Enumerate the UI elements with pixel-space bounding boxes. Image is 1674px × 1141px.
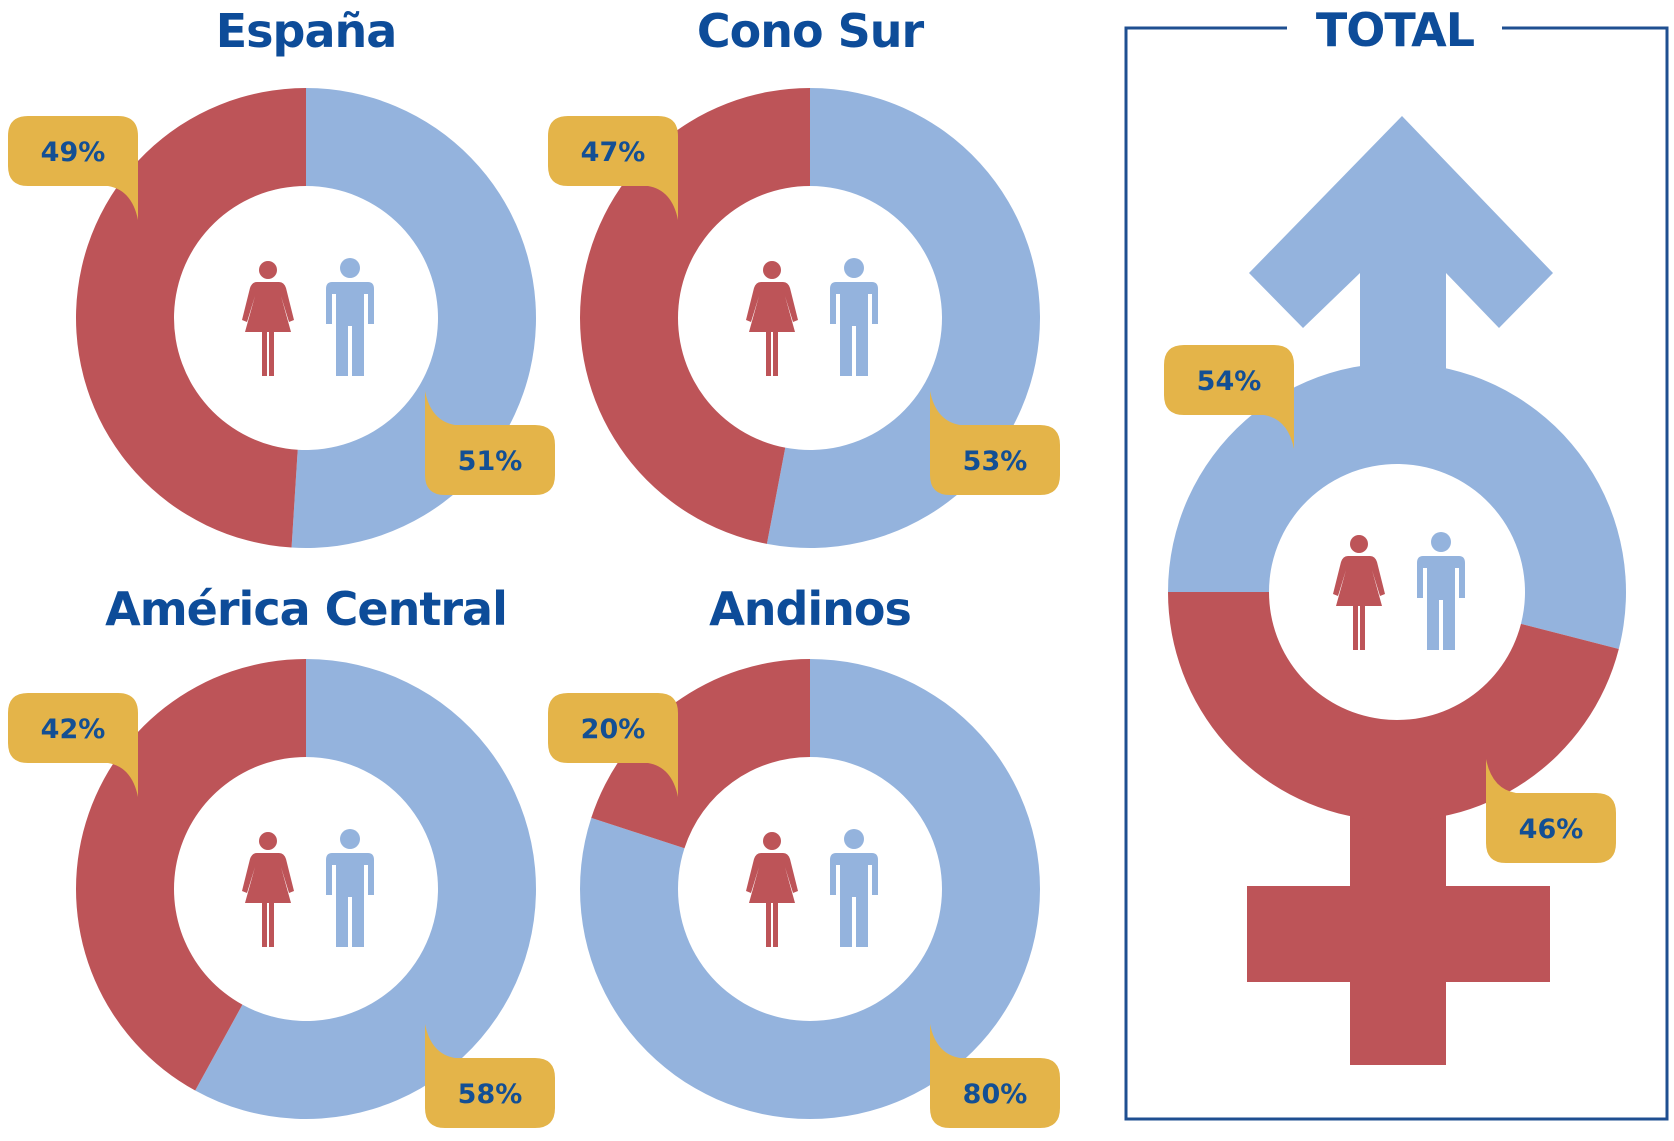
man-icon: [326, 258, 374, 376]
badge-shape: [8, 693, 138, 797]
data-label: 80%: [963, 1079, 1028, 1110]
chart-title: América Central: [105, 582, 507, 636]
female-symbol-icon: [1247, 795, 1550, 1065]
badge-shape: [1486, 759, 1616, 863]
data-label: 47%: [581, 137, 646, 168]
donut-chart: [76, 659, 536, 1119]
data-label: 20%: [581, 714, 646, 745]
male-slice: [195, 659, 536, 1119]
total-frame: [1124, 26, 1669, 1121]
female-slice: [579, 88, 810, 544]
woman-icon: [746, 261, 798, 376]
badge-shape: [425, 1024, 555, 1128]
badge-shape: [548, 116, 678, 220]
male-label-badge: 80%: [930, 1024, 1060, 1128]
badge-shape: [425, 391, 555, 495]
male-slice: [1168, 362, 1626, 649]
male-symbol-icon: [1249, 116, 1553, 396]
badge-shape: [930, 391, 1060, 495]
chart-title: Cono Sur: [697, 4, 925, 58]
male-label-badge: 53%: [930, 391, 1060, 495]
total-donut-chart: [1168, 362, 1626, 821]
male-label-badge: 54%: [1164, 345, 1294, 449]
female-label-badge: 46%: [1486, 759, 1616, 863]
man-icon: [830, 258, 878, 376]
male-slice: [579, 659, 1041, 1119]
male-label-badge: 51%: [425, 391, 555, 495]
data-label: 51%: [458, 446, 523, 477]
donut-chart: [579, 658, 1041, 1119]
badge-shape: [548, 693, 678, 797]
badge-shape: [1164, 345, 1294, 449]
man-icon: [1417, 532, 1465, 650]
data-label: 49%: [41, 137, 106, 168]
woman-icon: [242, 261, 294, 376]
female-label-badge: 49%: [8, 116, 138, 220]
woman-icon: [1333, 535, 1385, 650]
woman-icon: [746, 832, 798, 947]
female-slice: [1168, 592, 1619, 821]
man-icon: [830, 829, 878, 947]
chart-title: España: [216, 4, 397, 58]
male-label-badge: 58%: [425, 1024, 555, 1128]
female-label-badge: 47%: [548, 116, 678, 220]
woman-icon: [242, 832, 294, 947]
data-label: 42%: [41, 714, 106, 745]
data-label: 46%: [1519, 814, 1584, 845]
badge-shape: [930, 1024, 1060, 1128]
badge-shape: [8, 116, 138, 220]
female-slice: [591, 658, 810, 849]
female-label-badge: 42%: [8, 693, 138, 797]
chart-title: Andinos: [709, 582, 911, 636]
data-label: 58%: [458, 1079, 523, 1110]
man-icon: [326, 829, 374, 947]
female-label-badge: 20%: [548, 693, 678, 797]
data-label: 54%: [1197, 366, 1262, 397]
chart-title: TOTAL: [1316, 3, 1475, 57]
data-label: 53%: [963, 446, 1028, 477]
